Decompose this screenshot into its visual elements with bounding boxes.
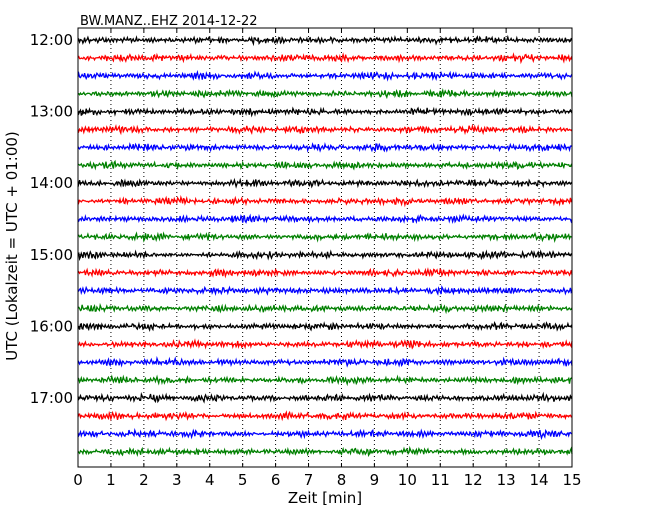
seismic-trace [77,159,573,171]
seismic-trace [77,249,573,262]
x-axis-label: Zeit [min] [288,489,362,507]
x-tick-label: 4 [205,471,215,489]
x-tick-label: 15 [562,471,581,489]
seismic-trace [77,355,573,368]
y-tick-label: 13:00 [30,103,73,121]
seismic-trace [77,141,573,153]
seismic-trace [77,194,573,208]
x-tick-label: 13 [497,471,516,489]
seismic-trace [77,302,573,315]
plot-frame [77,27,573,468]
seismic-trace [77,338,573,350]
x-tick-label: 8 [337,471,347,489]
y-tick-label: 16:00 [30,317,73,335]
x-tick-label: 6 [271,471,281,489]
seismic-trace [77,321,573,333]
seismic-trace [77,52,573,65]
seismic-trace [77,231,573,243]
seismic-trace [77,69,573,82]
x-tick-label: 10 [398,471,417,489]
seismic-trace [77,123,573,136]
seismic-trace [77,427,572,441]
x-tick-label: 14 [530,471,549,489]
y-tick-label: 12:00 [30,31,73,49]
x-tick-label: 7 [304,471,314,489]
seismic-trace [77,410,573,422]
seismic-traces [77,34,573,458]
x-tick-label: 12 [464,471,483,489]
x-tick-label: 1 [106,471,116,489]
seismic-trace [77,374,573,387]
axis-ticks: 0 1 2 3 4 5 6 7 8 9 10 11 12 13 14 1512:0013:0014:0015:… [30,28,582,489]
seismic-trace [77,213,573,225]
seismic-trace [77,34,573,47]
x-tick-label: 11 [431,471,450,489]
x-tick-label: 0 [73,471,83,489]
seismic-trace [77,267,573,279]
seismic-trace [77,445,573,458]
y-tick-label: 15:00 [30,246,73,264]
seismic-trace [77,177,573,189]
seismic-trace [77,88,573,100]
x-tick-label: 2 [139,471,149,489]
y-tick-label: 17:00 [30,389,73,407]
chart-title: BW.MANZ..EHZ 2014-12-22 [80,14,258,29]
seismic-trace [77,391,573,404]
y-tick-label: 14:00 [30,174,73,192]
seismic-trace [77,106,573,118]
seismic-trace [77,285,573,296]
x-tick-label: 3 [172,471,182,489]
y-axis-label: UTC (Lokalzeit = UTC + 01:00) [3,131,21,361]
x-tick-label: 5 [238,471,248,489]
x-tick-label: 9 [370,471,380,489]
